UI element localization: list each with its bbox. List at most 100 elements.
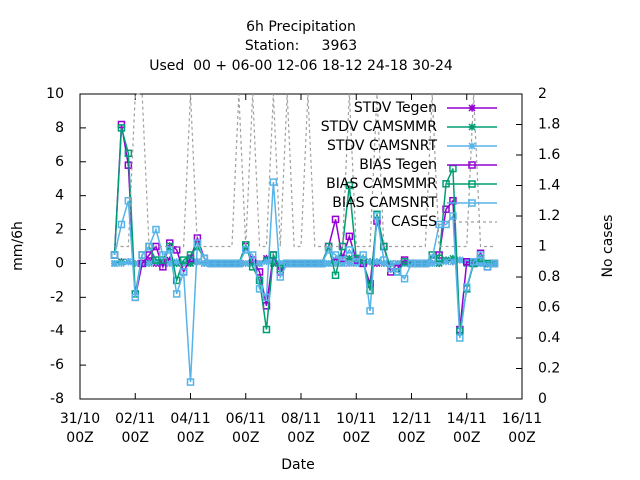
x-tick-label: 04/11 [170,411,210,427]
chart-subtitle: Station: 3963 [245,38,357,54]
marker [138,259,146,268]
marker [421,259,430,268]
marker [345,246,354,254]
x-tick-label: 10/11 [336,411,376,427]
y2-tick-label: 1.8 [538,117,560,133]
series-line [114,93,495,248]
marker [172,276,181,285]
marker [131,293,139,302]
marker [366,307,374,315]
marker [117,259,125,267]
marker [338,256,347,264]
x-tick-label: 16/11 [502,411,542,427]
marker [248,251,257,259]
marker [276,259,284,267]
marker [159,256,167,264]
marker [152,258,160,266]
y-tick-label: 6 [55,154,64,170]
marker [138,251,146,259]
legend-label: STDV CAMSNRT [327,138,438,154]
marker [111,259,119,267]
x-tick-label: 06/11 [226,411,266,427]
marker [380,242,388,251]
marker [345,254,353,262]
legend-marker [468,180,476,188]
marker [172,246,181,254]
series [114,93,495,248]
marker [255,276,264,285]
marker [407,259,416,268]
marker [297,259,305,268]
marker [173,258,181,266]
marker [345,259,353,267]
legend-marker [468,161,476,169]
x-tick-label: 00Z [287,430,314,446]
marker [331,215,340,224]
y-tick-label: 0 [55,255,64,271]
marker [469,258,478,266]
marker [490,259,499,268]
marker [124,258,132,266]
y2-tick-label: 0.8 [538,269,560,285]
legend-label: STDV CAMSMMR [321,119,437,135]
marker [456,256,464,264]
x-tick-label: 00Z [177,430,204,446]
marker [159,251,167,259]
marker [269,251,278,259]
y2-tick-label: 0 [538,391,547,407]
marker [200,259,208,267]
marker [331,251,340,259]
x-tick-label: 00Z [453,430,480,446]
marker [332,259,340,267]
marker [131,259,139,267]
marker [166,259,174,267]
marker [352,258,360,266]
y2-axis-label: No cases [600,215,616,278]
marker [214,259,222,268]
y2-tick-label: 1 [538,239,547,255]
marker [435,220,443,229]
legend-marker [468,123,476,131]
legend-marker [468,104,476,112]
marker [304,259,312,268]
marker [387,264,395,273]
legend-label: BIAS Tegen [359,157,437,173]
x-tick-label: 08/11 [281,411,321,427]
marker [172,290,181,298]
marker [477,259,485,267]
marker [186,251,195,259]
marker [262,293,271,302]
legend-label: STDV Tegen [354,100,437,116]
marker [186,259,195,267]
marker [159,263,167,271]
marker [449,258,457,266]
marker [221,259,229,268]
marker [117,220,126,229]
marker [207,259,215,268]
chart-subtitle: Used 00 + 06-00 12-06 18-12 24-18 30-24 [149,58,453,74]
marker [283,259,291,268]
x-tick-label: 02/11 [115,411,155,427]
y-tick-label: -6 [50,357,64,373]
y2-tick-label: 2 [538,86,547,102]
marker [400,258,409,266]
x-tick-label: 00Z [122,430,149,446]
legend-label: BIAS CAMSMMR [326,176,437,192]
marker [428,254,436,263]
y2-tick-label: 0.2 [538,361,560,377]
marker [331,271,340,280]
x-axis-label: Date [281,457,314,473]
marker [200,254,209,263]
x-tick-label: 00Z [343,430,370,446]
marker [345,181,354,190]
marker [152,256,160,264]
marker [255,285,264,293]
y-tick-label: 8 [55,120,64,136]
marker [359,251,367,259]
legend-marker [468,199,476,207]
marker [483,263,492,271]
marker [435,254,443,263]
marker [152,242,160,251]
y-tick-label: -2 [50,289,64,305]
marker [317,259,326,268]
